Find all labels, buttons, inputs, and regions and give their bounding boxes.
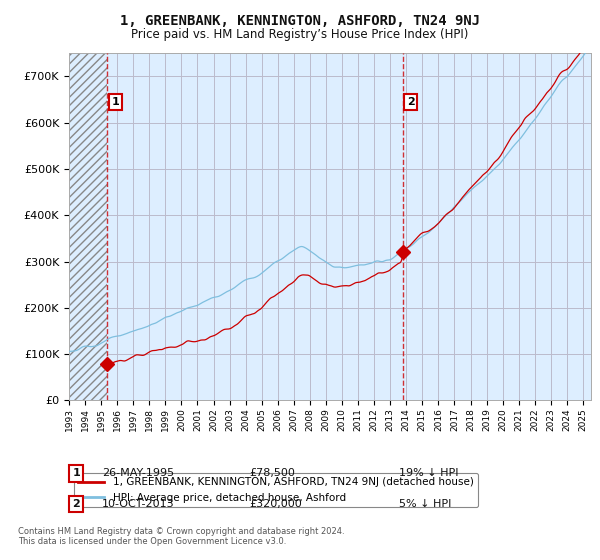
Text: 2: 2	[73, 499, 80, 509]
Text: 26-MAY-1995: 26-MAY-1995	[102, 468, 174, 478]
Text: Contains HM Land Registry data © Crown copyright and database right 2024.
This d: Contains HM Land Registry data © Crown c…	[18, 526, 344, 546]
Text: 1: 1	[112, 97, 119, 107]
Text: 19% ↓ HPI: 19% ↓ HPI	[399, 468, 458, 478]
Text: 2: 2	[407, 97, 415, 107]
Text: 1, GREENBANK, KENNINGTON, ASHFORD, TN24 9NJ: 1, GREENBANK, KENNINGTON, ASHFORD, TN24 …	[120, 14, 480, 28]
Text: £78,500: £78,500	[249, 468, 295, 478]
Text: 5% ↓ HPI: 5% ↓ HPI	[399, 499, 451, 509]
Text: 10-OCT-2013: 10-OCT-2013	[102, 499, 175, 509]
Bar	[69, 53, 107, 400]
Text: £320,000: £320,000	[249, 499, 302, 509]
Legend: 1, GREENBANK, KENNINGTON, ASHFORD, TN24 9NJ (detached house), HPI: Average price: 1, GREENBANK, KENNINGTON, ASHFORD, TN24 …	[74, 473, 478, 507]
Text: Price paid vs. HM Land Registry’s House Price Index (HPI): Price paid vs. HM Land Registry’s House …	[131, 28, 469, 41]
Text: 1: 1	[73, 468, 80, 478]
